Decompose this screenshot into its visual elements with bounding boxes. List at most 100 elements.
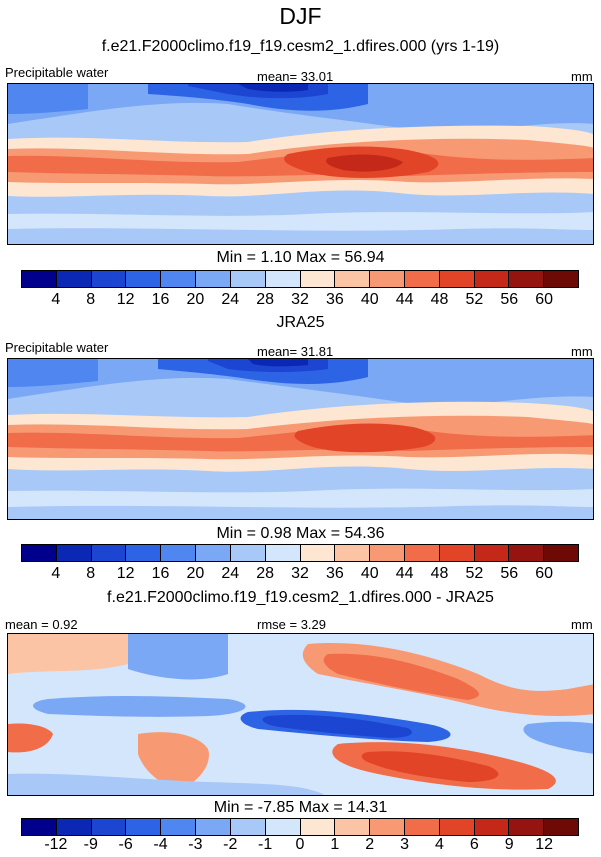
colorbar-tick-label: -2 bbox=[223, 836, 238, 853]
colorbar-swatch bbox=[265, 545, 301, 561]
colorbar-tick-label: 2 bbox=[365, 836, 375, 853]
colorbar-swatch bbox=[404, 819, 440, 835]
panel1-field bbox=[8, 84, 593, 244]
colorbar-swatch bbox=[56, 819, 92, 835]
colorbar-swatch bbox=[404, 545, 440, 561]
colorbar-swatch bbox=[370, 271, 405, 287]
colorbar-tick-label: 44 bbox=[395, 565, 414, 582]
colorbar-swatch bbox=[439, 271, 475, 287]
colorbar-tick-label: 48 bbox=[430, 291, 449, 308]
panel1-stats: Min = 1.10 Max = 56.94 bbox=[216, 249, 385, 266]
colorbar-tick-label: -12 bbox=[44, 836, 68, 853]
colorbar-swatch bbox=[335, 545, 371, 561]
colorbar-tick-label: 32 bbox=[291, 565, 309, 582]
colorbar-tick-label: 12 bbox=[116, 565, 135, 582]
colorbar-tick-label: 40 bbox=[360, 291, 379, 308]
colorbar-swatch bbox=[474, 545, 510, 561]
colorbar-tick-label: 20 bbox=[186, 565, 205, 582]
colorbar-swatch bbox=[544, 545, 578, 561]
colorbar-tick-label: 60 bbox=[535, 291, 554, 308]
colorbar-swatch bbox=[230, 271, 266, 287]
colorbar-swatch bbox=[196, 819, 231, 835]
panel1-mean-label: mean= 33.01 bbox=[257, 69, 334, 84]
panel1-colorbar-ticks: 4 8 12 16 20 24 28 32 36 40 44 48 52 56 60 bbox=[21, 291, 579, 311]
colorbar-tick-label: 3 bbox=[400, 836, 410, 853]
panel3-colorbar bbox=[21, 818, 579, 836]
colorbar-swatch bbox=[161, 271, 197, 287]
colorbar-tick-label: 60 bbox=[535, 565, 554, 582]
colorbar-tick-label: 56 bbox=[500, 565, 519, 582]
colorbar-tick-label: 48 bbox=[430, 565, 449, 582]
colorbar-swatch bbox=[300, 819, 336, 835]
colorbar-swatch bbox=[196, 545, 231, 561]
colorbar-tick-label: 1 bbox=[330, 836, 340, 853]
colorbar-swatch bbox=[335, 819, 371, 835]
colorbar-tick-label: 6 bbox=[469, 836, 479, 853]
colorbar-tick-label: 36 bbox=[325, 291, 344, 308]
colorbar-swatch bbox=[22, 819, 57, 835]
panel1-units-label: mm bbox=[571, 69, 593, 84]
panel3-mean-label: mean = 0.92 bbox=[5, 617, 78, 632]
panel2-variable-label: Precipitable water bbox=[5, 340, 109, 355]
colorbar-tick-label: -1 bbox=[258, 836, 273, 853]
colorbar-tick-label: 9 bbox=[504, 836, 514, 853]
colorbar-tick-label: -9 bbox=[83, 836, 98, 853]
colorbar-tick-label: 12 bbox=[535, 836, 554, 853]
colorbar-tick-label: 20 bbox=[186, 291, 205, 308]
colorbar-swatch bbox=[439, 819, 475, 835]
colorbar-tick-label: -4 bbox=[153, 836, 168, 853]
colorbar-swatch bbox=[161, 819, 197, 835]
colorbar-swatch bbox=[265, 819, 301, 835]
colorbar-swatch bbox=[56, 545, 92, 561]
colorbar-tick-label: 40 bbox=[360, 565, 379, 582]
figure-title: DJF bbox=[279, 3, 322, 29]
panel2-mean-label: mean= 31.81 bbox=[257, 344, 334, 359]
colorbar-tick-label: 4 bbox=[435, 836, 444, 853]
colorbar-tick-label: 52 bbox=[465, 565, 484, 582]
colorbar-swatch bbox=[22, 545, 57, 561]
colorbar-swatch bbox=[474, 271, 510, 287]
panel2-colorbar-ticks: 4 8 12 16 20 24 28 32 36 40 44 48 52 56 60 bbox=[21, 565, 579, 585]
colorbar-swatch bbox=[126, 271, 162, 287]
panel3-map bbox=[7, 633, 594, 796]
panel3-field bbox=[8, 634, 593, 795]
colorbar-tick-label: 56 bbox=[500, 291, 519, 308]
panel3-units-label: mm bbox=[571, 617, 593, 632]
colorbar-swatch bbox=[474, 819, 510, 835]
colorbar-swatch bbox=[91, 819, 127, 835]
colorbar-tick-label: 16 bbox=[151, 291, 170, 308]
colorbar-swatch bbox=[230, 545, 266, 561]
colorbar-swatch bbox=[196, 271, 231, 287]
colorbar-swatch bbox=[370, 545, 405, 561]
colorbar-tick-label: 44 bbox=[395, 291, 414, 308]
panel2-map bbox=[7, 358, 594, 520]
colorbar-swatch bbox=[335, 271, 371, 287]
colorbar-swatch bbox=[300, 271, 336, 287]
colorbar-tick-label: -6 bbox=[118, 836, 133, 853]
colorbar-swatch bbox=[509, 271, 545, 287]
panel3-rmse-label: rmse = 3.29 bbox=[257, 617, 327, 632]
colorbar-swatch bbox=[509, 545, 545, 561]
colorbar-swatch bbox=[230, 819, 266, 835]
panel2-stats: Min = 0.98 Max = 54.36 bbox=[216, 525, 385, 542]
colorbar-swatch bbox=[404, 271, 440, 287]
colorbar-tick-label: 28 bbox=[256, 291, 275, 308]
colorbar-tick-label: 16 bbox=[151, 565, 170, 582]
colorbar-tick-label: 0 bbox=[295, 836, 305, 853]
colorbar-tick-label: -3 bbox=[188, 836, 203, 853]
panel2-heading: JRA25 bbox=[276, 314, 325, 331]
panel3-heading: f.e21.F2000climo.f19_f19.cesm2_1.dfires.… bbox=[107, 589, 494, 606]
colorbar-swatch bbox=[161, 545, 197, 561]
colorbar-swatch bbox=[300, 545, 336, 561]
panel2-colorbar bbox=[21, 544, 579, 562]
panel1-variable-label: Precipitable water bbox=[5, 65, 109, 80]
colorbar-tick-label: 4 bbox=[51, 291, 61, 308]
panel3-colorbar-ticks: -12 -9 -6 -4 -3 -2 -1 0 1 2 3 4 6 9 12 bbox=[21, 836, 579, 856]
colorbar-tick-label: 36 bbox=[325, 565, 344, 582]
colorbar-tick-label: 52 bbox=[465, 291, 484, 308]
colorbar-tick-label: 32 bbox=[291, 291, 309, 308]
colorbar-tick-label: 28 bbox=[256, 565, 275, 582]
colorbar-swatch bbox=[370, 819, 405, 835]
panel1-map bbox=[7, 83, 594, 245]
colorbar-swatch bbox=[126, 819, 162, 835]
